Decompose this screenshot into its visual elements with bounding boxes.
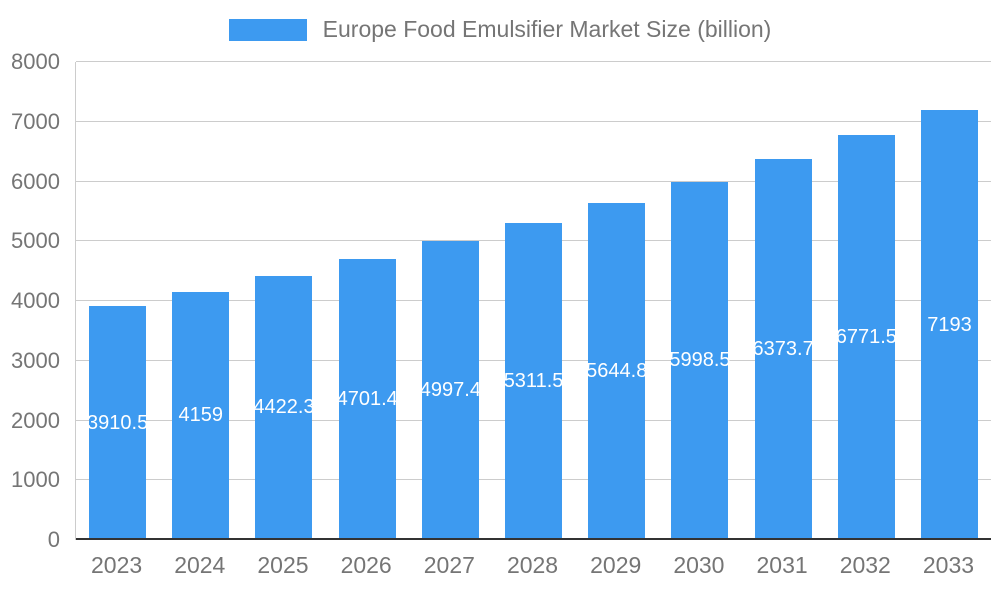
bar-2025[interactable]: 4422.3	[253, 275, 315, 540]
x-tick-label: 2025	[257, 552, 309, 578]
bar-slot: 6373.7	[742, 62, 825, 540]
bar-value-label: 4997.4	[419, 379, 481, 402]
y-axis: 0 1000 2000 3000 4000 5000 6000 7000 8000	[0, 49, 66, 552]
bar-slot: 3910.5	[76, 62, 159, 540]
bar-2026[interactable]: 4701.4	[336, 259, 398, 540]
bar-slot: 6771.5	[825, 62, 908, 540]
x-tick-label: 2032	[839, 552, 891, 578]
x-tick-label: 2024	[174, 552, 226, 578]
bar-2032[interactable]: 6771.5	[835, 135, 897, 540]
bar-slot: 4997.4	[409, 62, 492, 540]
y-tick-label: 4000	[11, 288, 60, 313]
bar-slot: 5644.8	[575, 62, 658, 540]
y-tick-label: 7000	[11, 108, 60, 134]
bar-value-label: 3910.5	[87, 411, 149, 434]
bar-value-label: 6373.7	[752, 338, 814, 361]
x-tick-label: 2033	[922, 552, 975, 578]
bar-2023[interactable]: 3910.5	[87, 306, 149, 540]
gridline	[76, 61, 991, 62]
x-tick-label: 2027	[423, 552, 475, 578]
bar-slot: 4701.4	[326, 62, 409, 540]
bar-2031[interactable]: 6373.7	[752, 159, 814, 540]
y-tick-label: 6000	[11, 168, 60, 194]
gridline	[76, 120, 991, 122]
bar-value-label: 7193	[927, 313, 972, 336]
bar-value-label: 4701.4	[336, 388, 398, 411]
x-tick-label: 2031	[756, 552, 808, 578]
chart-legend: Europe Food Emulsifier Market Size (bill…	[0, 16, 1000, 43]
y-tick-label: 8000	[11, 49, 60, 74]
x-tick-label: 2029	[590, 552, 642, 578]
bar-slot: 4159	[159, 62, 242, 540]
bars-group: 3910.5 4159 4422.3 4701.4 4997.4 5311.5 5644.8…	[76, 62, 991, 540]
bar-value-label: 4159	[178, 404, 224, 427]
bar-slot: 4422.3	[242, 62, 325, 540]
y-tick-label: 3000	[11, 347, 60, 373]
bar-value-label: 4422.3	[253, 396, 315, 419]
y-tick-label: 5000	[11, 228, 60, 254]
bar-slot: 7193	[908, 62, 991, 540]
bar-value-label: 5644.8	[586, 359, 648, 382]
bar-value-label: 5311.5	[503, 369, 564, 392]
plot-area: 3910.5 4159 4422.3 4701.4 4997.4 5311.5 5644.8…	[75, 61, 991, 540]
x-tick-label: 2028	[506, 552, 559, 578]
bar-value-label: 6771.5	[835, 326, 897, 349]
bar-slot: 5998.5	[658, 62, 741, 540]
x-baseline	[76, 538, 991, 540]
y-tick-label: 0	[47, 527, 60, 552]
bar-2024[interactable]: 4159	[172, 291, 230, 540]
bar-slot: 5311.5	[492, 62, 575, 540]
legend-swatch	[228, 18, 307, 41]
bar-2029[interactable]: 5644.8	[586, 202, 648, 540]
y-tick-label: 1000	[11, 467, 60, 493]
gridline	[76, 180, 991, 182]
x-tick-label: 2026	[340, 552, 392, 578]
bar-2027[interactable]: 4997.4	[419, 241, 481, 540]
y-tick-label: 2000	[11, 407, 60, 433]
x-tick-label: 2030	[673, 552, 725, 578]
x-axis: 2023 2024 2025 2026 2027 2028 2029 2030 2031 2032…	[75, 552, 990, 579]
x-tick-label: 2023	[91, 552, 143, 578]
bar-2033[interactable]: 7193	[920, 110, 978, 540]
bar-2030[interactable]: 5998.5	[669, 181, 731, 540]
bar-2028[interactable]: 5311.5	[503, 222, 564, 540]
bar-value-label: 5998.5	[669, 349, 731, 372]
chart-title: Europe Food Emulsifier Market Size (bill…	[322, 16, 772, 42]
